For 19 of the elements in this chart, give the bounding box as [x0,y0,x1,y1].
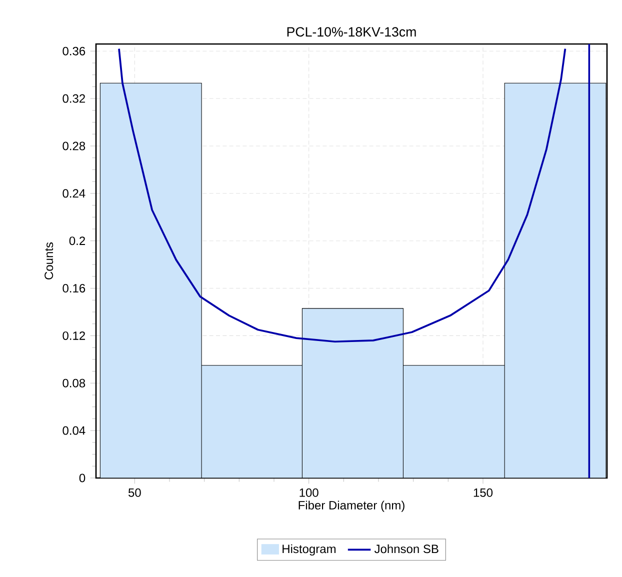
y-tick-label: 0.16 [62,284,86,293]
y-tick-label: 0.12 [62,331,85,340]
y-tick-label: 0.28 [62,142,86,150]
legend-label: Histogram [282,544,336,556]
y-axis-title: Counts [44,242,54,280]
y-tick-label: 0.08 [62,378,86,388]
chart-title: PCL-10%-18KV-13cm [287,27,416,37]
y-tick-label: 0 [79,474,86,482]
x-tick-label: 100 [300,488,318,497]
y-tick-label: 0.32 [62,94,85,103]
y-tick-label: 0.2 [69,236,85,246]
x-tick-label: 150 [474,488,493,497]
line-series [118,48,566,343]
legend-label: Johnson SB [374,544,438,554]
x-tick-label: 50 [128,488,141,497]
y-tick-label: 0.04 [62,426,86,435]
x-axis-title: Fiber Diameter (nm) [298,500,404,512]
y-tick-label: 0.24 [62,189,86,198]
y-tick-label: 0.36 [62,46,86,56]
